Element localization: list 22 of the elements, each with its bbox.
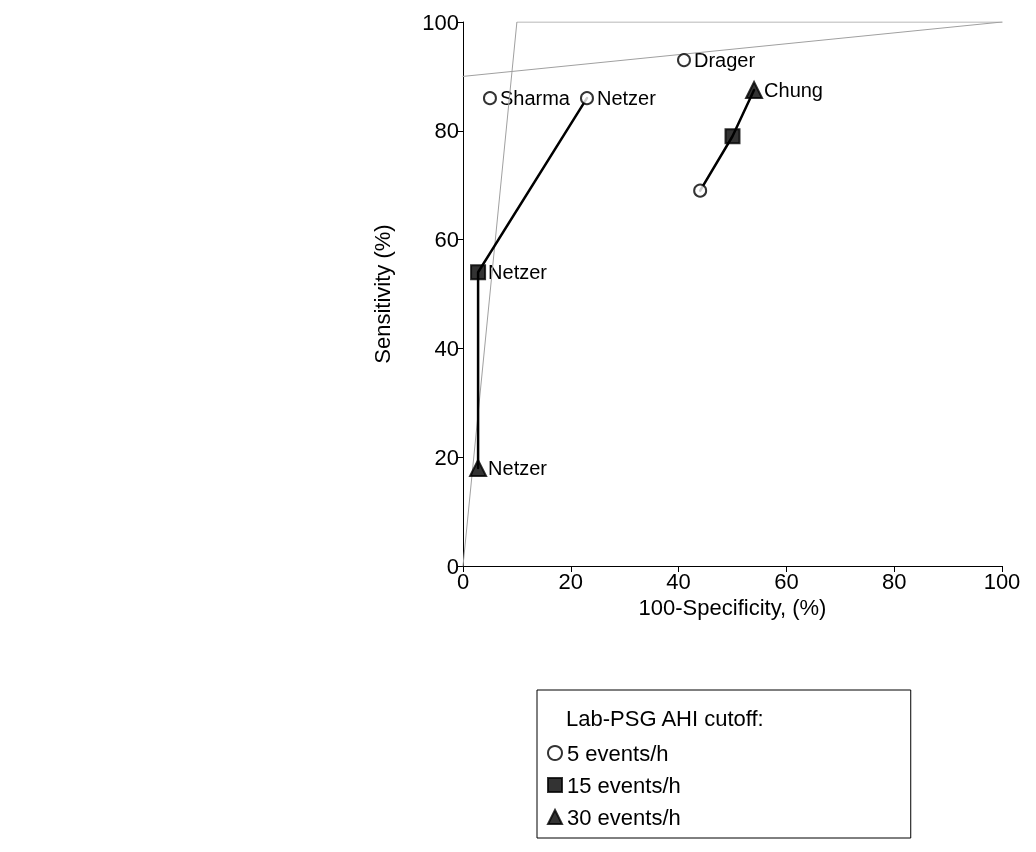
legend-label: 30 events/h <box>567 804 681 830</box>
annotation: Drager <box>693 49 756 72</box>
legend-label: 5 events/h <box>567 740 669 766</box>
x-tick-label: 80 <box>881 568 907 594</box>
y-tick-label: 20 <box>434 444 459 470</box>
x-axis-title: 100-Specificity, (%) <box>638 595 827 621</box>
y-tick-label: 100 <box>422 9 459 35</box>
y-axis-title: Sensitivity (%) <box>369 224 395 364</box>
x-tick-label: 20 <box>558 568 584 594</box>
legend-label: 15 events/h <box>567 772 681 798</box>
legend-title: Lab-PSG AHI cutoff: <box>566 705 764 731</box>
annotation: Sharma <box>499 87 571 110</box>
annotation: Chung <box>764 79 823 101</box>
y-tick-label: 60 <box>434 227 459 253</box>
x-tick-label: 40 <box>666 568 691 594</box>
annotation: Netzer <box>488 457 548 480</box>
annotation: Netzer <box>596 87 657 110</box>
y-tick-label: 80 <box>434 118 459 144</box>
y-tick-label: 40 <box>434 335 459 361</box>
x-tick-label: 60 <box>774 568 799 594</box>
x-tick-label: 100 <box>983 568 1021 594</box>
annotation: Netzer <box>488 261 548 284</box>
